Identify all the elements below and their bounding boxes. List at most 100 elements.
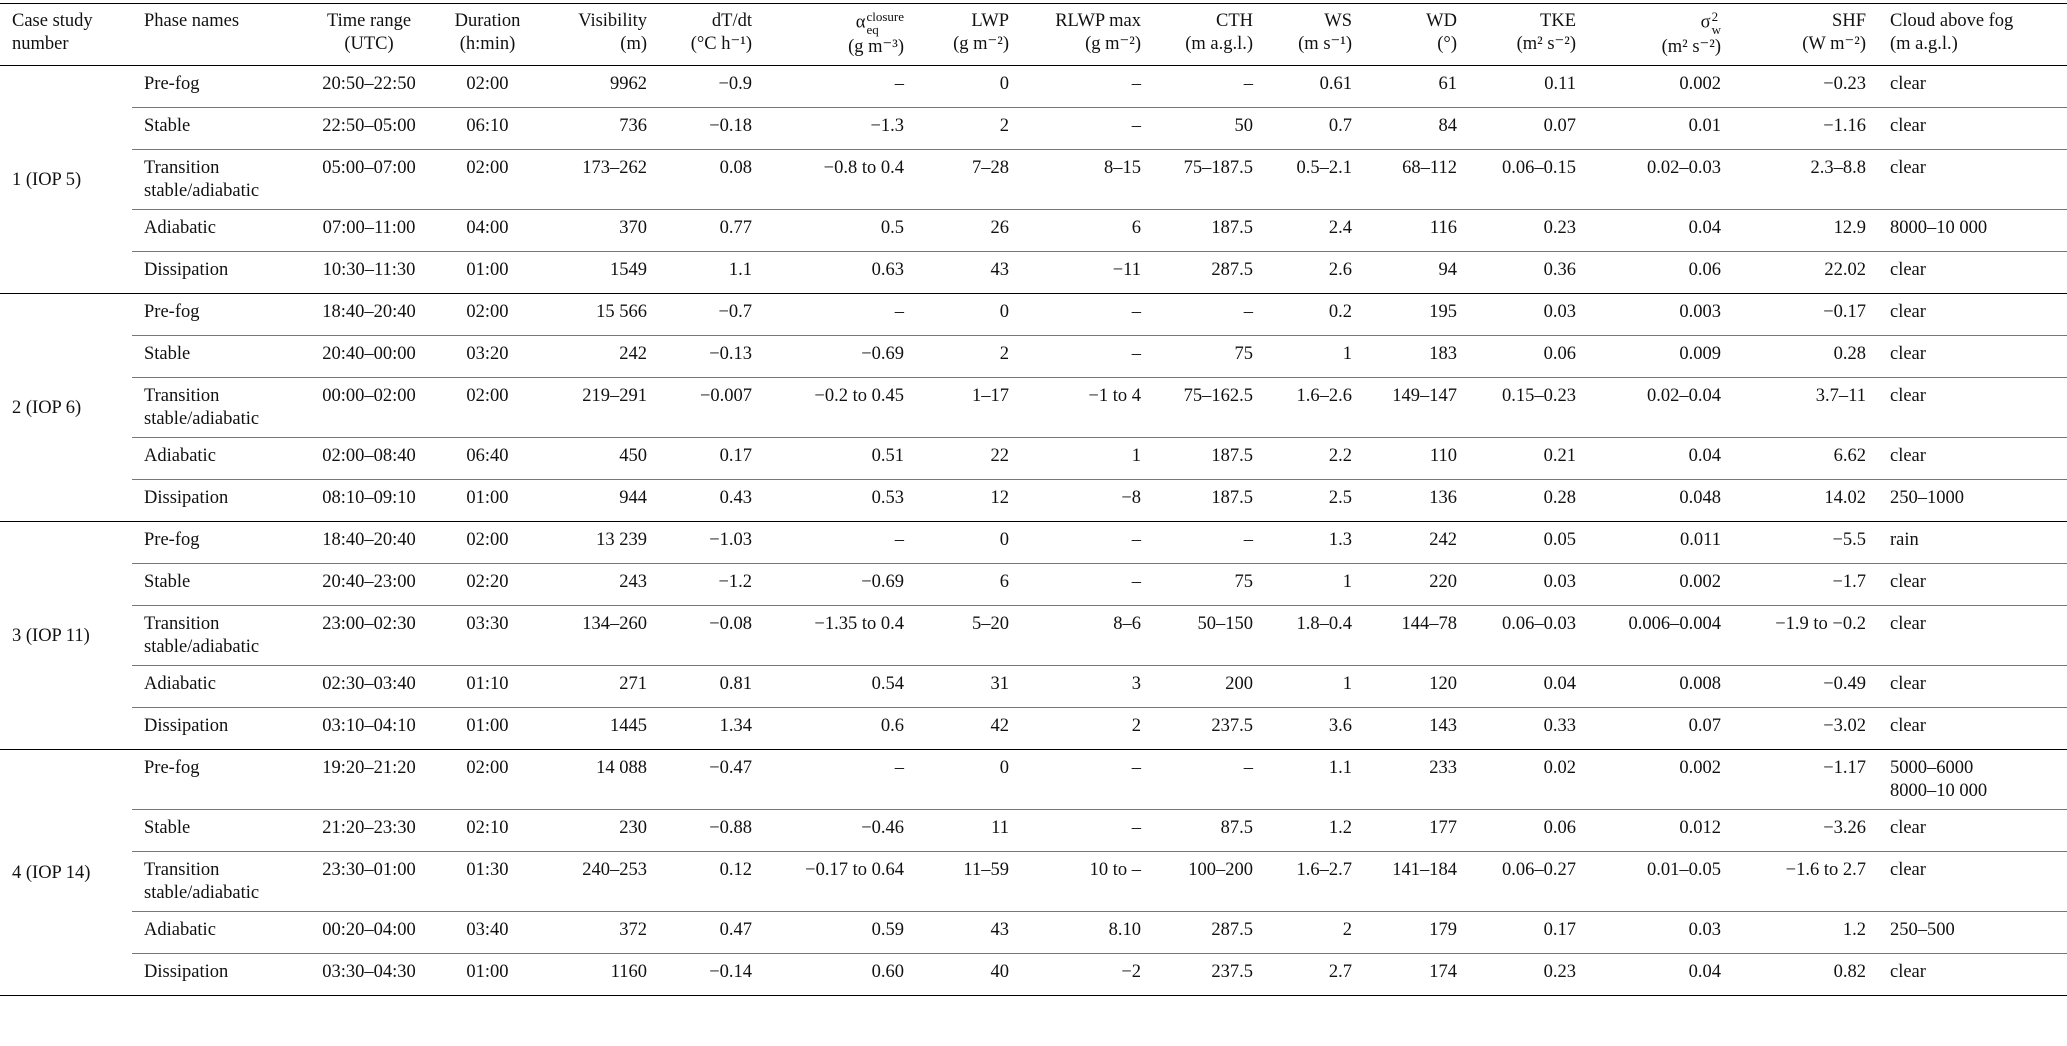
cell: 0.03	[1469, 563, 1588, 606]
header-cell: dT/dt (°C h⁻¹)	[659, 3, 764, 66]
cell: 230	[540, 809, 659, 852]
cell: 0.08	[659, 149, 764, 210]
cell-line: clear	[1890, 818, 1926, 838]
case-cell: 4 (IOP 14)	[0, 749, 132, 996]
table-row: Adiabatic 00:20–04:00 03:40 372 0.47 0.59 43 8.…	[0, 911, 2067, 954]
cell: 42	[916, 707, 1021, 750]
header-line: (m² s⁻²)	[1516, 34, 1576, 54]
cell: Dissipation	[132, 953, 303, 996]
cell: –	[1021, 521, 1153, 564]
cell: 219–291	[540, 377, 659, 438]
cell: 0.06–0.15	[1469, 149, 1588, 210]
cell: 250–500	[1878, 911, 2067, 954]
cell: 233	[1364, 749, 1469, 810]
cell: 173–262	[540, 149, 659, 210]
cell: 20:50–22:50	[303, 65, 435, 108]
cell: 0.06–0.27	[1469, 851, 1588, 912]
cell: 187.5	[1153, 209, 1265, 252]
cell: 40	[916, 953, 1021, 996]
header-sup: closure	[866, 9, 904, 24]
cell: −0.17 to 0.64	[764, 851, 916, 912]
cell: 0.7	[1265, 107, 1364, 150]
cell-line: 8000–10 000	[1890, 781, 1988, 801]
cell: –	[764, 521, 916, 564]
cell: rain	[1878, 521, 2067, 564]
cell: −0.7	[659, 293, 764, 336]
header-cell: SHF (W m⁻²)	[1733, 3, 1878, 66]
cell: −0.08	[659, 605, 764, 666]
header-line: (h:min)	[459, 34, 516, 54]
cell: 20:40–23:00	[303, 563, 435, 606]
header-line: (m a.g.l.)	[1890, 34, 1958, 54]
cell: 120	[1364, 665, 1469, 708]
cell: 1.6–2.7	[1265, 851, 1364, 912]
cell: 94	[1364, 251, 1469, 294]
table-row: Dissipation 03:10–04:10 01:00 1445 1.34 0.6 42…	[0, 707, 2067, 750]
cell: Dissipation	[132, 707, 303, 750]
cell: 0.12	[659, 851, 764, 912]
cell: 0	[916, 749, 1021, 810]
cell: 68–112	[1364, 149, 1469, 210]
cell: 0.81	[659, 665, 764, 708]
header-line: (m s⁻¹)	[1298, 34, 1352, 54]
cell: 01:00	[435, 251, 540, 294]
cell: clear	[1878, 149, 2067, 210]
cell: 0.47	[659, 911, 764, 954]
cell: 03:10–04:10	[303, 707, 435, 750]
cell: −11	[1021, 251, 1153, 294]
header-line: RLWP max	[1055, 11, 1141, 31]
table-row: Adiabatic 02:00–08:40 06:40 450 0.17 0.51 22 1 1…	[0, 437, 2067, 480]
cell: 10:30–11:30	[303, 251, 435, 294]
cell: 18:40–20:40	[303, 293, 435, 336]
header-cell: Visibility (m)	[540, 3, 659, 66]
table-row: Adiabatic 07:00–11:00 04:00 370 0.77 0.5 26 6 18…	[0, 209, 2067, 252]
cell: 177	[1364, 809, 1469, 852]
cell: clear	[1878, 107, 2067, 150]
header-line: Visibility	[578, 11, 647, 31]
cell: clear	[1878, 851, 2067, 912]
cell: Transition stable/adiabatic	[132, 377, 303, 438]
cell: 15 566	[540, 293, 659, 336]
cell: 0.15–0.23	[1469, 377, 1588, 438]
cell: clear	[1878, 437, 2067, 480]
cell: 1	[1021, 437, 1153, 480]
table-row: Transition stable/adiabatic 23:30–01:00 01…	[0, 851, 2067, 912]
cell-line: clear	[1890, 260, 1926, 280]
cell: −1.7	[1733, 563, 1878, 606]
table-row: Stable 20:40–00:00 03:20 242 −0.13 −0.69 2–75 1…	[0, 335, 2067, 378]
header-line: WD	[1426, 11, 1457, 31]
cell: 0.006–0.004	[1588, 605, 1733, 666]
header-line: CTH	[1216, 11, 1253, 31]
cell: 01:00	[435, 707, 540, 750]
cell: 01:10	[435, 665, 540, 708]
cell-line: clear	[1890, 344, 1926, 364]
cell: 0.03	[1469, 293, 1588, 336]
table-row: 2 (IOP 6) Pre-fog 18:40–20:40 02:00 15 566 −0…	[0, 293, 2067, 522]
cell: 1160	[540, 953, 659, 996]
cell: 06:10	[435, 107, 540, 150]
cell: 1.3	[1265, 521, 1364, 564]
table-body: 1 (IOP 5) Pre-fog 20:50–22:50 02:00 9962 −0.9…	[0, 65, 2067, 996]
cell-line: clear	[1890, 386, 1926, 406]
cell: 0.06–0.03	[1469, 605, 1588, 666]
header-line: dT/dt	[711, 11, 752, 31]
cell: −1.35 to 0.4	[764, 605, 916, 666]
header-cell: α closure eq (g m⁻³)	[764, 3, 916, 66]
cell: 03:30	[435, 605, 540, 666]
cell: Dissipation	[132, 251, 303, 294]
cell: −0.69	[764, 335, 916, 378]
cell: 134–260	[540, 605, 659, 666]
cell: 14 088	[540, 749, 659, 810]
header-cell: Duration (h:min)	[435, 3, 540, 66]
cell: 6.62	[1733, 437, 1878, 480]
cell: Pre-fog	[132, 65, 303, 108]
cell-line: clear	[1890, 446, 1926, 466]
header-cell: Case study number	[0, 3, 132, 66]
cell: −0.2 to 0.45	[764, 377, 916, 438]
cell-line: clear	[1890, 74, 1926, 94]
cell: −0.14	[659, 953, 764, 996]
cell: Pre-fog	[132, 749, 303, 810]
cell: 0.01	[1588, 107, 1733, 150]
cell: –	[1021, 563, 1153, 606]
cell: 01:30	[435, 851, 540, 912]
